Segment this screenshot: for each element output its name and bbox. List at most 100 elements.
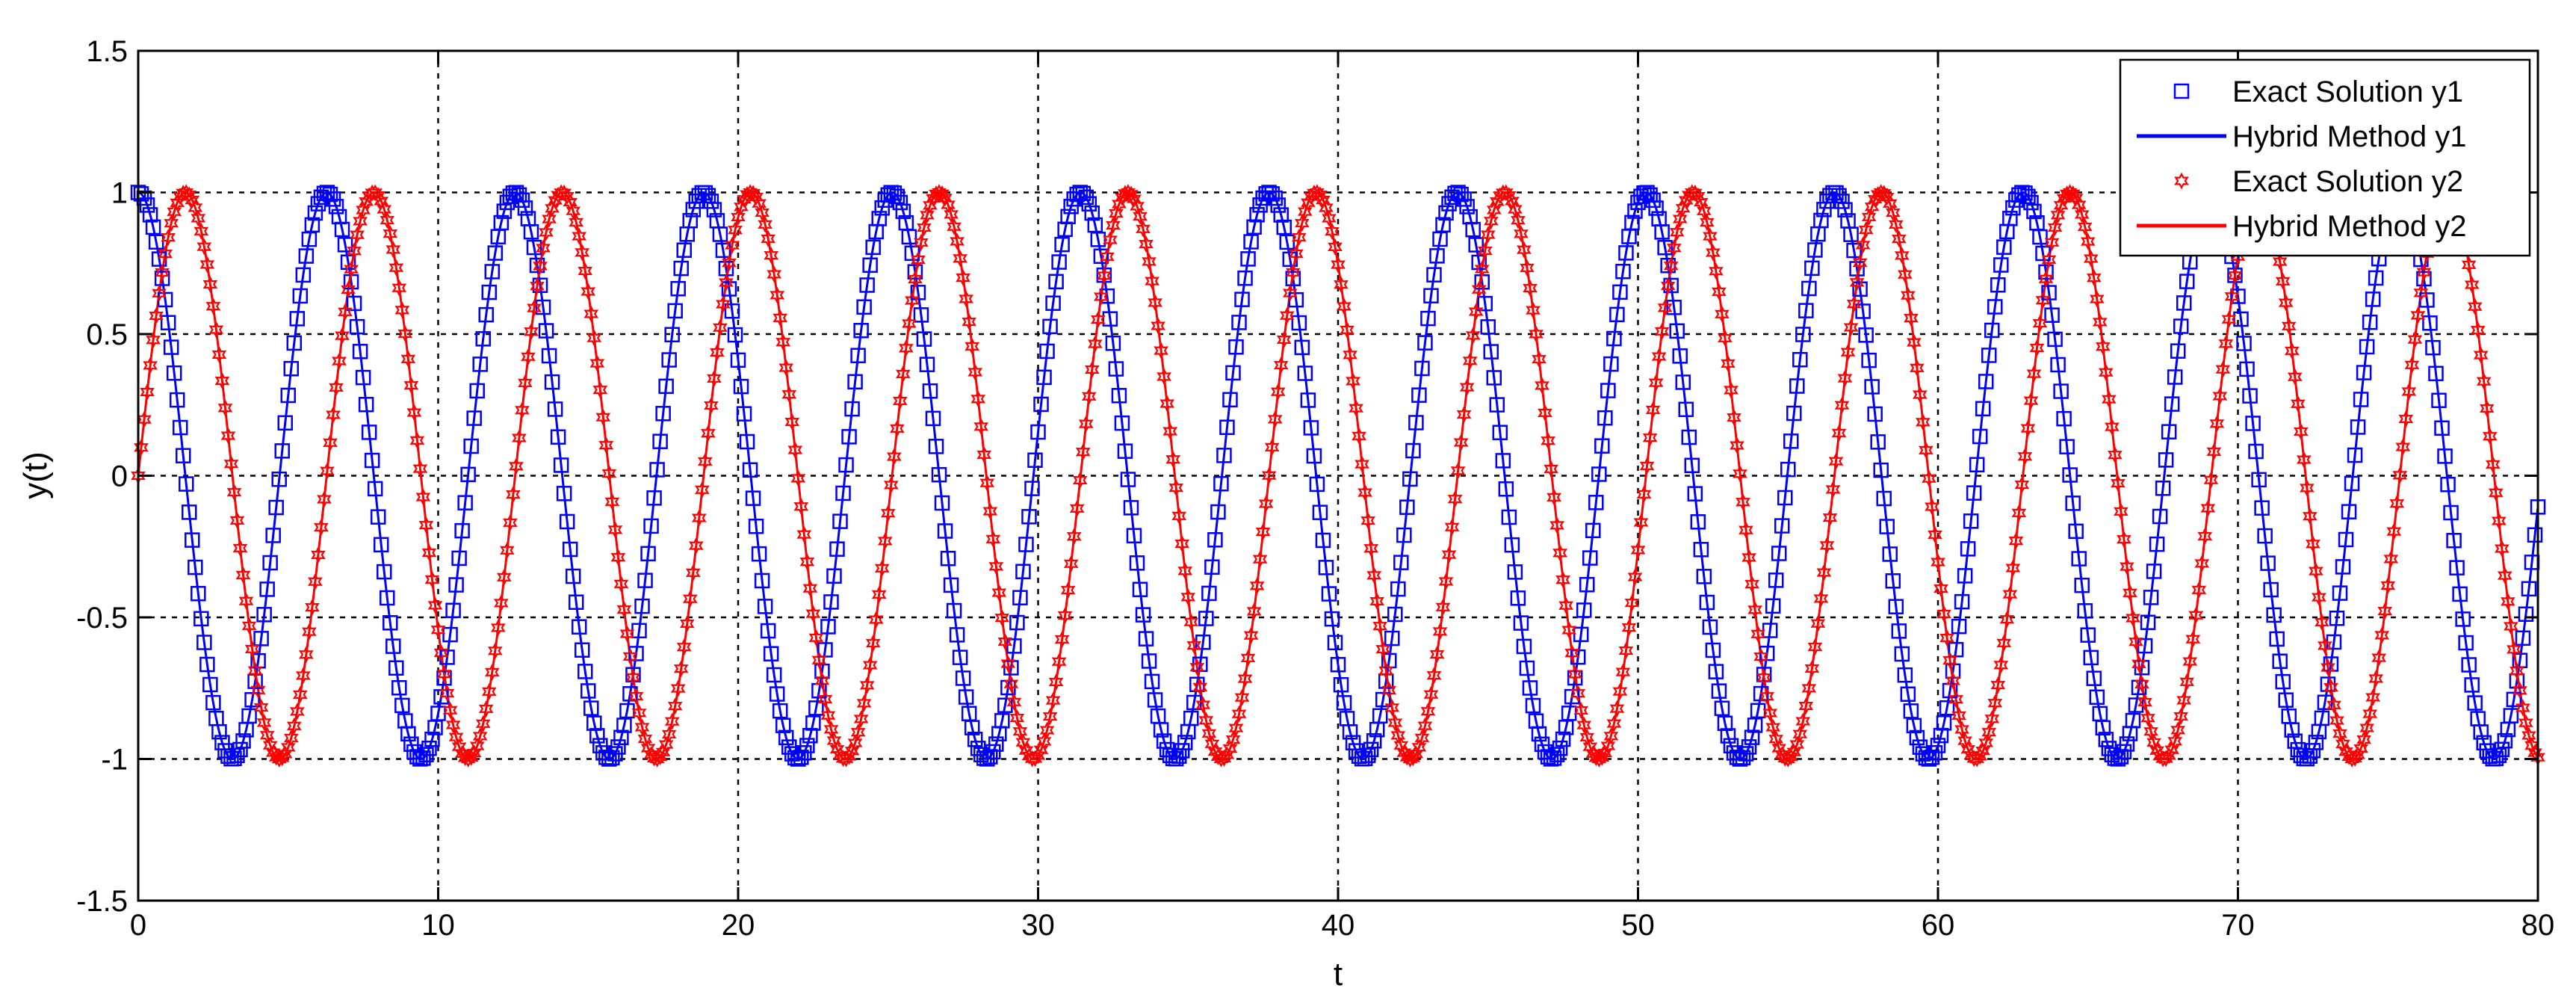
exact-solution-y1-marker bbox=[1087, 217, 1103, 233]
exact-solution-y1-marker bbox=[163, 339, 179, 355]
exact-solution-y1-marker bbox=[1273, 207, 1289, 223]
exact-solution-y2-marker bbox=[1042, 708, 1058, 725]
exact-solution-y2-marker bbox=[2515, 699, 2530, 717]
exact-solution-y1-marker bbox=[166, 365, 182, 381]
exact-solution-y2-marker bbox=[2504, 617, 2518, 635]
exact-solution-y2-marker bbox=[179, 184, 194, 202]
exact-solution-y1-marker bbox=[2344, 475, 2360, 492]
exact-solution-y1-marker bbox=[370, 509, 386, 525]
exact-solution-y1-marker bbox=[1084, 205, 1100, 221]
exact-solution-y2-marker bbox=[1916, 413, 1931, 431]
exact-solution-y1-marker bbox=[1978, 374, 1994, 389]
exact-solution-y2-marker bbox=[2287, 368, 2303, 386]
exact-solution-y2-marker bbox=[323, 433, 338, 451]
exact-solution-y2-marker bbox=[403, 377, 419, 395]
exact-solution-y1-marker bbox=[1477, 295, 1493, 312]
exact-solution-y2-marker bbox=[433, 644, 449, 661]
exact-solution-y2-marker bbox=[2303, 507, 2318, 525]
exact-solution-y1-marker bbox=[1957, 568, 1973, 584]
exact-solution-y1-marker bbox=[1390, 581, 1406, 597]
exact-solution-y2-marker bbox=[214, 372, 230, 389]
exact-solution-y1-marker bbox=[1576, 602, 1592, 618]
exact-solution-y1-marker bbox=[934, 495, 950, 511]
exact-solution-y2-marker bbox=[2470, 321, 2486, 339]
exact-solution-y1-marker bbox=[2179, 274, 2195, 289]
exact-solution-y2-marker bbox=[1375, 641, 1391, 658]
exact-solution-y2-marker bbox=[1588, 749, 1604, 767]
exact-solution-y2-marker bbox=[560, 188, 575, 205]
exact-solution-y1-marker bbox=[2059, 439, 2075, 454]
exact-solution-y2-marker bbox=[1264, 438, 1280, 456]
exact-solution-y2-marker bbox=[1441, 546, 1457, 564]
exact-solution-y1-marker bbox=[967, 732, 983, 747]
exact-solution-y1-marker bbox=[2161, 424, 2177, 439]
exact-solution-y2-marker bbox=[1328, 238, 1343, 256]
exact-solution-y2-marker bbox=[1747, 601, 1762, 619]
exact-solution-y2-marker bbox=[1885, 204, 1901, 221]
exact-solution-y1-marker bbox=[1378, 673, 1394, 689]
exact-solution-y1-marker bbox=[571, 619, 587, 635]
exact-solution-y2-marker bbox=[1855, 236, 1871, 254]
exact-solution-y1-marker bbox=[1036, 369, 1052, 386]
exact-solution-y2-marker bbox=[191, 209, 206, 227]
exact-solution-y2-marker bbox=[217, 399, 233, 417]
exact-solution-y2-marker bbox=[994, 609, 1010, 627]
exact-solution-y2-marker bbox=[1426, 667, 1442, 685]
exact-solution-y2-marker bbox=[853, 710, 869, 728]
exact-solution-y1-marker bbox=[271, 471, 287, 487]
exact-solution-y2-marker bbox=[1154, 342, 1168, 359]
exact-solution-y2-marker bbox=[1136, 220, 1151, 238]
exact-solution-y2-marker bbox=[1381, 682, 1397, 699]
exact-solution-y2-marker bbox=[1474, 260, 1490, 278]
exact-solution-y2-marker bbox=[353, 212, 368, 230]
exact-solution-y2-marker bbox=[682, 590, 698, 608]
exact-solution-y2-marker bbox=[1411, 738, 1427, 756]
exact-solution-y2-marker bbox=[199, 256, 215, 274]
exact-solution-y1-marker bbox=[352, 344, 368, 359]
exact-solution-y2-marker bbox=[2149, 741, 2164, 759]
exact-solution-y2-marker bbox=[2473, 346, 2489, 364]
exact-solution-y2-marker bbox=[773, 309, 788, 327]
exact-solution-y2-marker bbox=[1910, 359, 1925, 377]
exact-solution-y1-marker bbox=[1507, 564, 1523, 580]
exact-solution-y2-marker bbox=[1606, 715, 1622, 732]
tick-labels: 0 10 20 30 40 50 60 70 80 -1.5 -1 -0.5 0 0.5 1 1.5 bbox=[76, 35, 2554, 942]
exact-solution-y2-marker bbox=[1843, 318, 1859, 336]
exact-solution-y2-markers bbox=[131, 184, 2545, 768]
exact-solution-y2-marker bbox=[947, 217, 962, 235]
exact-solution-y2-marker bbox=[1736, 493, 1750, 511]
exact-solution-y1-marker bbox=[481, 284, 498, 300]
exact-solution-y1-marker bbox=[826, 568, 842, 584]
exact-solution-y2-marker bbox=[1285, 264, 1301, 281]
exact-solution-y2-marker bbox=[664, 712, 680, 730]
exact-solution-y2-marker bbox=[2120, 558, 2134, 575]
exact-solution-y2-marker bbox=[2362, 705, 2378, 723]
exact-solution-y1-marker bbox=[2455, 611, 2471, 627]
exact-solution-y1-marker bbox=[2083, 649, 2099, 666]
exact-solution-y1-marker bbox=[958, 689, 974, 705]
exact-solution-y1-marker bbox=[2239, 361, 2255, 377]
exact-solution-y1-marker bbox=[775, 718, 791, 733]
exact-solution-y1-marker bbox=[1768, 573, 1784, 588]
exact-solution-y2-marker bbox=[1789, 735, 1805, 753]
exact-solution-y1-marker bbox=[1222, 392, 1238, 408]
exact-solution-y1-marker bbox=[463, 438, 479, 454]
exact-solution-y1-marker bbox=[2152, 508, 2168, 525]
exact-solution-y2-marker bbox=[697, 453, 713, 470]
exact-solution-y1-marker bbox=[1411, 387, 1427, 403]
exact-solution-y2-marker bbox=[2062, 184, 2078, 201]
exact-solution-y1-marker bbox=[838, 457, 854, 473]
exact-solution-y2-marker bbox=[1786, 743, 1802, 761]
exact-solution-y2-marker bbox=[2020, 419, 2036, 437]
exact-solution-y1-marker bbox=[1684, 457, 1700, 474]
exact-solution-y2-marker bbox=[799, 553, 815, 571]
exact-solution-y1-marker bbox=[1042, 318, 1058, 335]
exact-solution-y2-marker bbox=[1435, 598, 1451, 616]
exact-solution-y1-marker bbox=[1363, 741, 1379, 758]
exact-solution-y2-marker bbox=[1672, 210, 1688, 228]
exact-solution-y2-marker bbox=[1438, 573, 1454, 590]
exact-solution-y1-marker bbox=[946, 602, 962, 619]
exact-solution-y2-marker bbox=[1414, 729, 1430, 747]
exact-solution-y2-marker bbox=[430, 621, 446, 639]
exact-solution-y2-marker bbox=[661, 726, 677, 743]
